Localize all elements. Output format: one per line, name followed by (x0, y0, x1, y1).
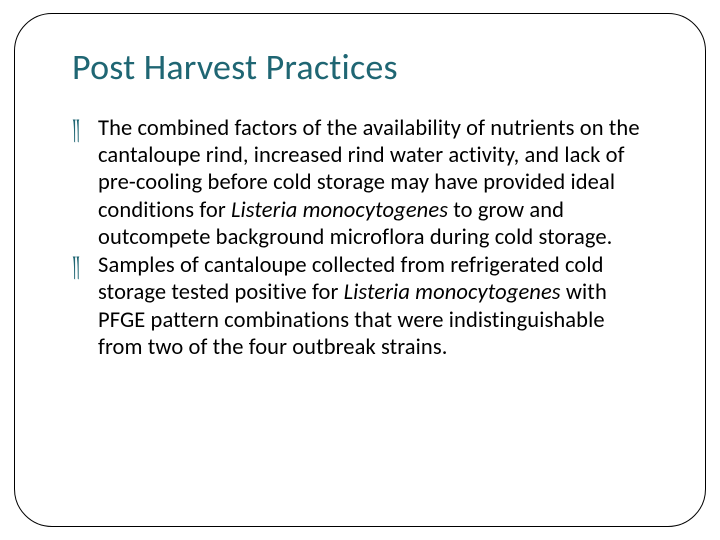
slide: Post Harvest Practices ༎ The combined fa… (0, 0, 720, 540)
bullet-text-italic: Listeria monocytogenes (344, 279, 561, 306)
list-item: ༎ The combined factors of the availabili… (72, 115, 648, 252)
bullet-list: ༎ The combined factors of the availabili… (72, 115, 648, 362)
bullet-icon: ༎ (72, 117, 80, 137)
bullet-text-italic: Listeria monocytogenes (231, 197, 448, 224)
list-item: ༎ Samples of cantaloupe collected from r… (72, 252, 648, 362)
slide-content: Post Harvest Practices ༎ The combined fa… (72, 48, 648, 362)
slide-title: Post Harvest Practices (72, 48, 648, 88)
bullet-icon: ༎ (72, 254, 80, 274)
